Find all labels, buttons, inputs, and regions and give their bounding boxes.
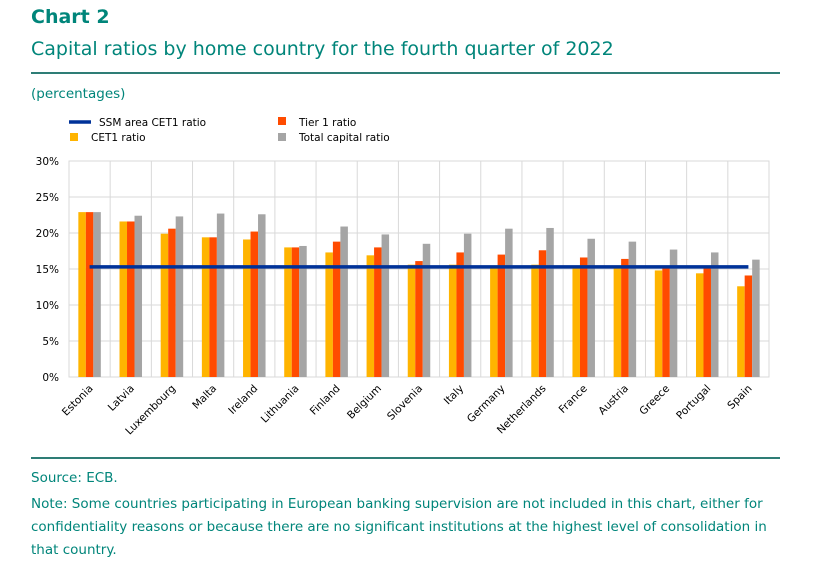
legend-tier1-label: Tier 1 ratio [298, 117, 356, 129]
y-tick-label: 15% [36, 264, 59, 276]
bar-total [463, 233, 472, 377]
y-tick-label: 10% [36, 300, 59, 312]
legend-cet1-label: CET1 ratio [91, 132, 146, 144]
bar-tier1 [456, 252, 464, 377]
bar-total [422, 243, 431, 377]
bar-total [628, 241, 637, 377]
legend-total-label: Total capital ratio [298, 132, 390, 144]
bar-cet1 [448, 264, 457, 377]
bar-cet1 [366, 255, 375, 377]
bar-tier1 [127, 221, 135, 377]
bar-cet1 [119, 221, 128, 377]
bar-cet1 [695, 273, 704, 377]
bar-total [505, 228, 513, 377]
bar-cet1 [531, 264, 539, 377]
x-tick-label: Greece [637, 383, 672, 418]
x-tick-label: Italy [442, 383, 467, 408]
bar-cet1 [572, 266, 580, 377]
bar-tier1 [579, 257, 588, 377]
y-tick-label: 0% [42, 372, 59, 384]
y-tick-label: 25% [36, 192, 59, 204]
bar-total [175, 216, 184, 377]
note-text: Note: Some countries participating in Eu… [31, 496, 767, 558]
x-tick-label: France [557, 383, 590, 416]
bar-total [381, 234, 390, 377]
y-axis: 0% 5% 10% 15% 20% 25% 30% [36, 156, 59, 384]
bar-tier1 [250, 231, 259, 377]
x-tick-label: Belgium [345, 383, 384, 422]
bar-total [134, 215, 143, 377]
bar-total [587, 238, 595, 377]
y-tick-label: 5% [42, 336, 59, 348]
y-tick-label: 20% [36, 228, 59, 240]
bar-cet1 [325, 252, 333, 377]
bar-tier1 [291, 247, 300, 377]
bar-tier1 [662, 267, 670, 377]
y-tick-label: 30% [36, 156, 59, 168]
bar-tier1 [497, 254, 506, 377]
bar-cet1 [654, 270, 663, 377]
bar-tier1 [374, 247, 382, 377]
bar-total [340, 226, 348, 377]
x-tick-label: Portugal [674, 383, 713, 422]
x-tick-label: Malta [190, 383, 219, 412]
title-divider [31, 72, 780, 74]
bar-tier1 [332, 241, 341, 377]
bar-tier1 [85, 212, 94, 377]
legend-cet1-swatch [70, 133, 78, 141]
bar-total [258, 214, 266, 377]
x-tick-label: Austria [596, 383, 631, 418]
bar-tier1 [621, 258, 629, 377]
x-tick-label: Lithuania [259, 383, 302, 426]
x-tick-label: Spain [725, 383, 754, 412]
bar-tier1 [703, 267, 711, 377]
bar-tier1 [209, 237, 217, 377]
legend: SSM area CET1 ratio CET1 ratio Tier 1 rati… [69, 117, 390, 144]
bar-cet1 [407, 264, 416, 377]
bar-total [299, 245, 307, 377]
bar-total [216, 213, 225, 377]
bar-cet1 [243, 239, 251, 377]
x-tick-label: Slovenia [385, 383, 425, 423]
bar-total [669, 249, 678, 377]
bar-cet1 [737, 286, 745, 377]
source-text: Source: ECB. [31, 470, 118, 486]
x-tick-label: Estonia [60, 383, 96, 419]
bar-tier1 [744, 275, 753, 377]
footer-divider [31, 457, 780, 459]
bar-cet1 [160, 233, 169, 377]
bar-cet1 [613, 266, 622, 377]
bars [78, 212, 760, 377]
bar-total [752, 259, 760, 377]
bar-tier1 [415, 261, 423, 377]
bar-cet1 [78, 212, 86, 377]
x-tick-label: Ireland [226, 383, 260, 417]
legend-total-swatch [278, 133, 286, 141]
x-tick-label: Finland [308, 383, 343, 418]
bar-total [710, 252, 719, 377]
x-tick-label: Latvia [106, 383, 137, 414]
bar-chart: 0%5%10%15%20%25%30% Estonia LatviaLuxembo… [36, 117, 770, 438]
legend-tier1-swatch [278, 117, 286, 125]
legend-ssm-label: SSM area CET1 ratio [99, 117, 206, 129]
bar-cet1 [284, 247, 292, 377]
x-tick-label: Germany [465, 383, 508, 426]
bar-cet1 [490, 266, 498, 377]
bar-total [93, 212, 101, 377]
chart-title: Capital ratios by home country for the f… [31, 38, 614, 60]
bar-total [546, 227, 554, 377]
bar-tier1 [538, 250, 547, 377]
bar-cet1 [201, 237, 210, 377]
bar-tier1 [168, 228, 176, 377]
chart-label: Chart 2 [31, 6, 110, 28]
unit-label: (percentages) [31, 86, 126, 102]
